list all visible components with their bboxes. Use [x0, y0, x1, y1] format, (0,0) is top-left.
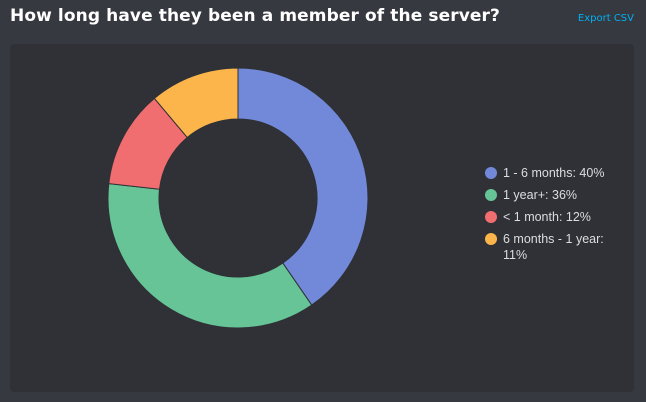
legend-swatch	[485, 211, 497, 223]
donut-slice-one-year-plus[interactable]	[107, 183, 313, 329]
chart-legend: 1 - 6 months: 40% 1 year+: 36% < 1 month: …	[485, 165, 625, 269]
legend-label: 6 months - 1 year: 11%	[503, 232, 604, 262]
donut-slice-one-to-six-months[interactable]	[237, 67, 369, 306]
legend-label: < 1 month: 12%	[503, 210, 591, 224]
donut-chart	[107, 67, 369, 329]
legend-item-one-year-plus[interactable]: 1 year+: 36%	[485, 187, 625, 203]
legend-item-one-to-six-months[interactable]: 1 - 6 months: 40%	[485, 165, 625, 181]
donut-slice-six-months-to-one-year[interactable]	[153, 67, 239, 139]
legend-item-under-one-month[interactable]: < 1 month: 12%	[485, 209, 625, 225]
legend-swatch	[485, 233, 497, 245]
legend-label: 1 year+: 36%	[503, 188, 578, 202]
chart-title: How long have they been a member of the …	[10, 6, 500, 26]
chart-card: 1 - 6 months: 40% 1 year+: 36% < 1 month: …	[10, 44, 634, 392]
legend-item-six-months-to-one-year[interactable]: 6 months - 1 year: 11%	[485, 231, 625, 263]
legend-swatch	[485, 189, 497, 201]
legend-swatch	[485, 167, 497, 179]
legend-label: 1 - 6 months: 40%	[503, 166, 605, 180]
export-csv-link[interactable]: Export CSV	[577, 13, 634, 24]
